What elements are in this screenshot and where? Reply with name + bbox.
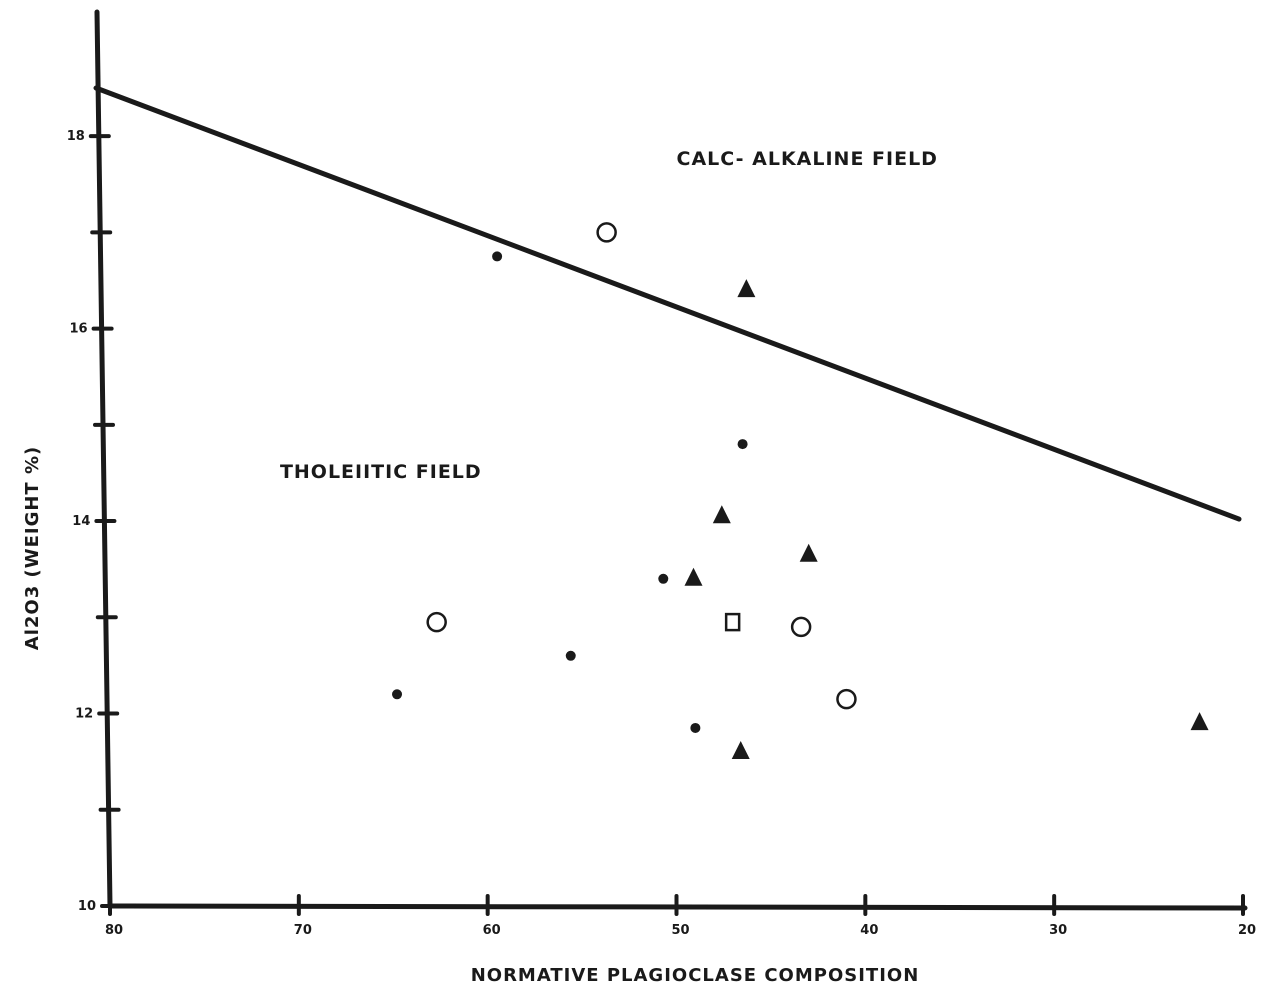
x-axis-title: NORMATIVE PLAGIOCLASE COMPOSITION — [471, 965, 920, 986]
y-axis-line — [94, 9, 113, 909]
calc-alkaline-field-label: CALC- ALKALINE FIELD — [677, 148, 938, 170]
axes-group — [94, 9, 1248, 911]
y-axis-title: Al2O3 (WEIGHT %) — [22, 446, 43, 650]
x-tick-label: 30 — [1049, 923, 1067, 938]
open-circle-point — [596, 222, 617, 243]
x-tick-label: 60 — [483, 923, 501, 938]
x-tick-label: 50 — [671, 923, 689, 938]
tholeiitic-field-label: THOLEIITIC FIELD — [280, 461, 482, 483]
triangle-point — [731, 741, 750, 760]
triangle-point — [684, 567, 703, 586]
triangle-point — [712, 505, 731, 524]
dot-point — [565, 650, 576, 661]
triangle-point — [799, 543, 818, 562]
open-square-point — [724, 612, 741, 632]
y-tick-label: 12 — [75, 707, 93, 722]
open-circle-point — [790, 616, 812, 638]
x-tick-label: 20 — [1238, 923, 1256, 938]
x-tick-label: 70 — [294, 923, 312, 938]
y-tick-label: 14 — [72, 514, 90, 529]
open-circle-point — [836, 688, 857, 710]
y-tick-label: 16 — [70, 322, 88, 337]
open-circle-point — [426, 611, 447, 633]
triangle-point — [737, 279, 756, 298]
boundary-group — [93, 85, 1242, 522]
dot-point — [492, 251, 503, 262]
dot-point — [737, 439, 748, 450]
marks-group — [392, 222, 1209, 760]
field-boundary-line — [93, 85, 1242, 522]
dot-point — [658, 573, 669, 584]
triangle-point — [1190, 712, 1209, 731]
y-tick-label: 10 — [78, 899, 96, 914]
dot-point — [392, 689, 403, 700]
ticks-group: 80 70 60 50 40 30 20 10 12 14 16 18 — [67, 129, 1256, 938]
x-tick-label: 80 — [105, 923, 123, 938]
x-tick-label: 40 — [860, 923, 878, 938]
y-tick-label: 18 — [67, 129, 85, 144]
labels-group: CALC- ALKALINE FIELD THOLEIITIC FIELD NORM… — [22, 148, 938, 986]
dot-point — [690, 722, 701, 733]
